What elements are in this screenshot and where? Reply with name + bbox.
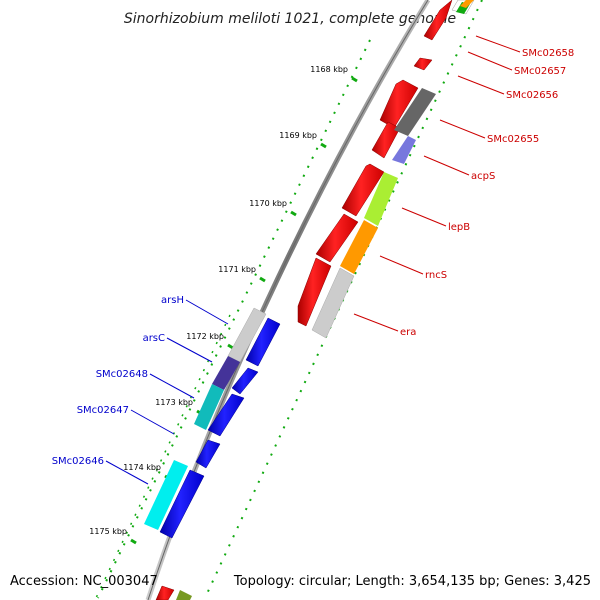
gene-arrow-SMc02657[interactable] — [413, 57, 433, 71]
forward-strand-genes — [155, 0, 453, 600]
gene-arrow-lepB[interactable] — [315, 213, 359, 263]
cog-bar-SMc02646 — [144, 460, 188, 530]
tick-label: 1172 kbp — [186, 332, 224, 341]
tick-mark — [130, 538, 137, 545]
tick-mark — [259, 276, 266, 283]
cog-bar-SMc02657 — [460, 0, 474, 8]
label-leader — [105, 460, 149, 485]
gene-label-lepB[interactable]: lepB — [448, 222, 470, 233]
reverse-cog-bars — [144, 307, 267, 530]
cog-bar-rncS — [340, 220, 378, 274]
gene-arrow-SMc02647[interactable] — [195, 439, 221, 469]
label-leader — [185, 299, 229, 325]
gene-arrow-SMc02655[interactable] — [371, 121, 401, 159]
gene-arrow-SMc02648[interactable] — [207, 393, 245, 437]
dotted-guides — [95, 0, 483, 599]
gene-label-era[interactable]: era — [400, 327, 416, 338]
gene-label-SMc02648[interactable]: SMc02648 — [96, 369, 148, 380]
gene-arrow-era[interactable] — [297, 257, 332, 327]
cog-bar-SMc02655 — [394, 88, 436, 136]
gene-label-SMc02658[interactable]: SMc02658 — [522, 48, 574, 59]
tick-mark — [320, 142, 327, 149]
tick-mark — [290, 210, 297, 217]
tick-label: 1175 kbp — [89, 527, 127, 536]
gene-label-SMc02647[interactable]: SMc02647 — [77, 405, 129, 416]
gene-label-acpS[interactable]: acpS — [471, 171, 495, 182]
cog-bar-arsC — [212, 356, 240, 390]
label-leader — [475, 35, 521, 53]
cog-bar-lepB — [364, 172, 398, 226]
label-leader — [149, 373, 195, 399]
label-leader — [457, 75, 505, 95]
cog-bar-bottom-green — [176, 590, 192, 600]
gene-label-arsC[interactable]: arsC — [143, 333, 165, 344]
tick-marks: 1168 kbp 1169 kbp 1170 kbp 1171 kbp 1172 kbp… — [89, 65, 358, 545]
gene-arrow-acpS[interactable] — [341, 163, 385, 217]
label-leader — [166, 337, 213, 363]
label-leader — [439, 119, 486, 139]
tick-label: 1171 kbp — [218, 265, 256, 274]
label-leader — [423, 155, 470, 176]
gene-arrow-bottom-forward[interactable] — [155, 585, 175, 600]
reverse-strand-genes — [159, 317, 281, 539]
tick-label: 1168 kbp — [310, 65, 348, 74]
gene-arrow-arsC[interactable] — [231, 367, 259, 395]
tick-label: 1169 kbp — [279, 131, 317, 140]
topology-text: Topology: circular; Length: 3,654,135 bp… — [233, 574, 591, 589]
label-leader — [379, 255, 424, 275]
gene-label-SMc02646[interactable]: SMc02646 — [52, 456, 104, 467]
cog-bar-SMc02648 — [194, 384, 224, 430]
map-title: Sinorhizobium meliloti 1021, complete ge… — [124, 11, 456, 27]
gene-arrow-arsH[interactable] — [245, 317, 281, 367]
label-leader — [130, 409, 175, 435]
tick-label: 1173 kbp — [155, 398, 193, 407]
gene-label-arsH[interactable]: arsH — [161, 295, 184, 306]
genome-backbone — [145, 0, 431, 600]
gene-label-rncS[interactable]: rncS — [425, 270, 447, 281]
tick-label: 1170 kbp — [249, 199, 287, 208]
gene-label-SMc02655[interactable]: SMc02655 — [487, 134, 539, 145]
label-leader — [467, 51, 513, 71]
tick-mark — [227, 343, 234, 350]
label-leader — [401, 207, 447, 227]
cog-bar-SMc02655b — [392, 136, 416, 164]
gene-label-SMc02657[interactable]: SMc02657 — [514, 66, 566, 77]
gene-label-SMc02656[interactable]: SMc02656 — [506, 90, 558, 101]
cog-bar-era — [311, 267, 355, 339]
tick-mark — [351, 76, 358, 83]
label-leader — [353, 313, 399, 332]
forward-cog-bars — [176, 0, 475, 600]
gene-labels: SMc02658 SMc02657 SMc02656 SMc02655 acpS lepB… — [52, 35, 574, 485]
gene-arrow-SMc02646[interactable] — [159, 469, 205, 539]
gene-arrow-SMc02658[interactable] — [423, 0, 453, 41]
tick-label: 1174 kbp — [123, 463, 161, 472]
accession-text: Accession: NC_003047 — [10, 574, 158, 589]
